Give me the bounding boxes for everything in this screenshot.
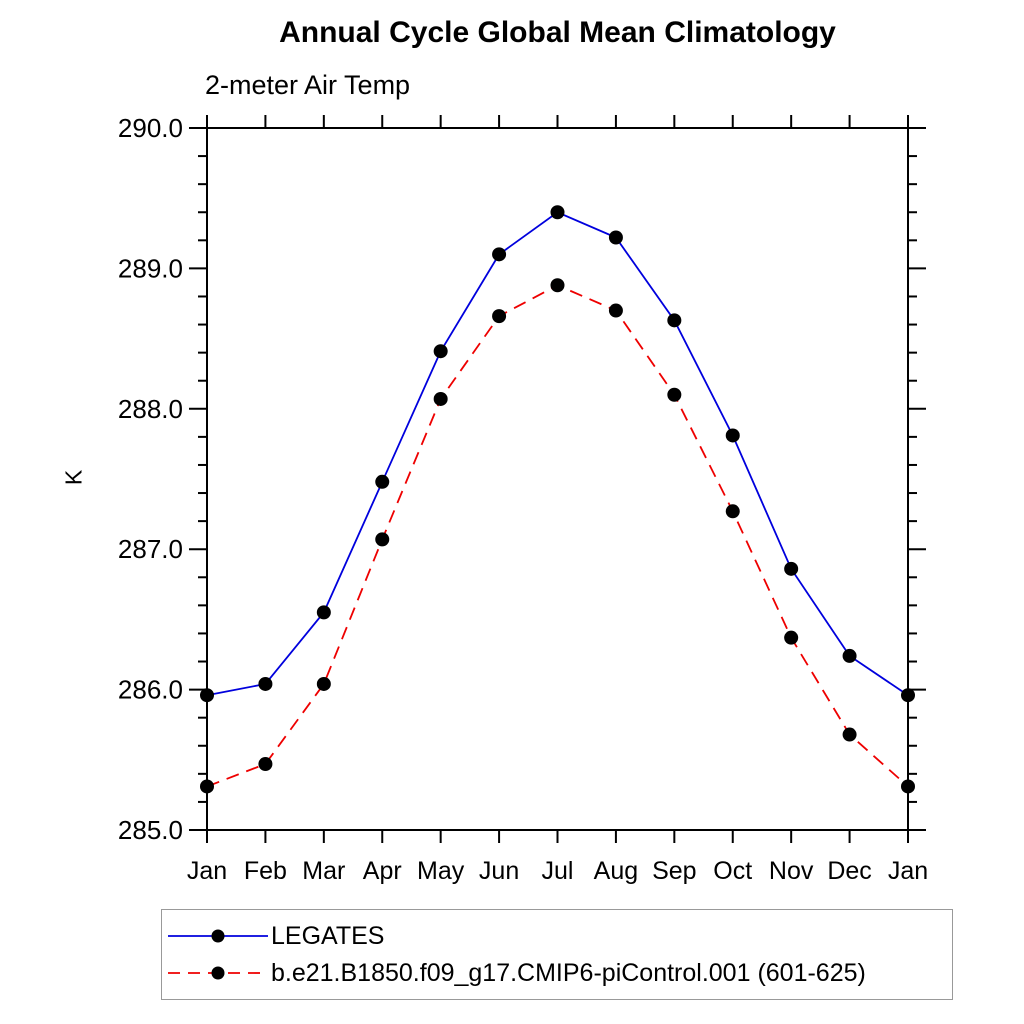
x-tick-label: Jan <box>888 857 928 885</box>
chart-subtitle: 2-meter Air Temp <box>205 70 411 100</box>
data-point-marker <box>608 303 623 318</box>
y-tick-label: 290.0 <box>118 113 183 143</box>
data-point-marker <box>725 504 740 519</box>
data-point-marker <box>316 676 331 691</box>
x-tick-label: Jul <box>542 857 574 885</box>
data-point-marker <box>784 561 799 576</box>
y-tick-label: 288.0 <box>118 394 183 424</box>
data-point-marker <box>492 247 507 262</box>
series-line-1 <box>206 284 909 788</box>
x-tick-label: Sep <box>652 857 696 885</box>
data-point-marker <box>200 779 214 794</box>
data-point-marker <box>901 779 915 794</box>
data-point-marker <box>375 474 390 489</box>
data-point-marker <box>258 757 273 772</box>
x-tick-label: May <box>417 857 465 885</box>
x-tick-label: Oct <box>713 857 752 885</box>
data-point-marker <box>667 313 682 328</box>
data-point-marker <box>725 428 740 443</box>
data-point-marker <box>316 605 331 620</box>
x-tick-label: Aug <box>594 857 638 885</box>
legend-line-sample <box>168 966 268 980</box>
y-tick-label: 289.0 <box>118 253 183 283</box>
data-point-marker <box>842 648 857 663</box>
x-tick-label: Jan <box>187 857 227 885</box>
data-point-marker <box>258 676 273 691</box>
data-point-marker <box>375 532 390 547</box>
x-tick-label: Nov <box>769 857 814 885</box>
data-point-marker <box>667 387 682 402</box>
chart-title: Annual Cycle Global Mean Climatology <box>279 16 836 49</box>
data-point-marker <box>842 727 857 742</box>
x-tick-label: Dec <box>827 857 871 885</box>
y-tick-label: 285.0 <box>118 815 183 845</box>
x-tick-label: Mar <box>302 857 345 885</box>
x-tick-label: Apr <box>363 857 402 885</box>
data-point-marker <box>433 344 448 359</box>
data-point-marker <box>492 309 507 324</box>
axis-frame <box>206 127 909 831</box>
y-tick-label: 286.0 <box>118 675 183 705</box>
legend-entry: b.e21.B1850.f09_g17.CMIP6-piControl.001 … <box>166 959 952 987</box>
data-point-marker <box>200 688 214 703</box>
legend: LEGATES b.e21.B1850.f09_g17.CMIP6-piContr… <box>161 909 953 1000</box>
x-tick-label: Feb <box>244 857 287 885</box>
x-tick-label: Jun <box>479 857 519 885</box>
data-point-marker <box>550 205 565 220</box>
legend-entry-label: b.e21.B1850.f09_g17.CMIP6-piControl.001 … <box>271 958 866 987</box>
legend-entry: LEGATES <box>166 922 952 950</box>
data-point-marker <box>608 230 623 245</box>
y-tick-label: 287.0 <box>118 534 183 564</box>
legend-entry-label: LEGATES <box>271 921 385 950</box>
data-point-marker <box>550 278 565 293</box>
legend-line-sample <box>168 929 268 943</box>
data-point-marker <box>901 688 915 703</box>
data-point-marker <box>784 630 799 645</box>
data-point-marker <box>433 391 448 406</box>
